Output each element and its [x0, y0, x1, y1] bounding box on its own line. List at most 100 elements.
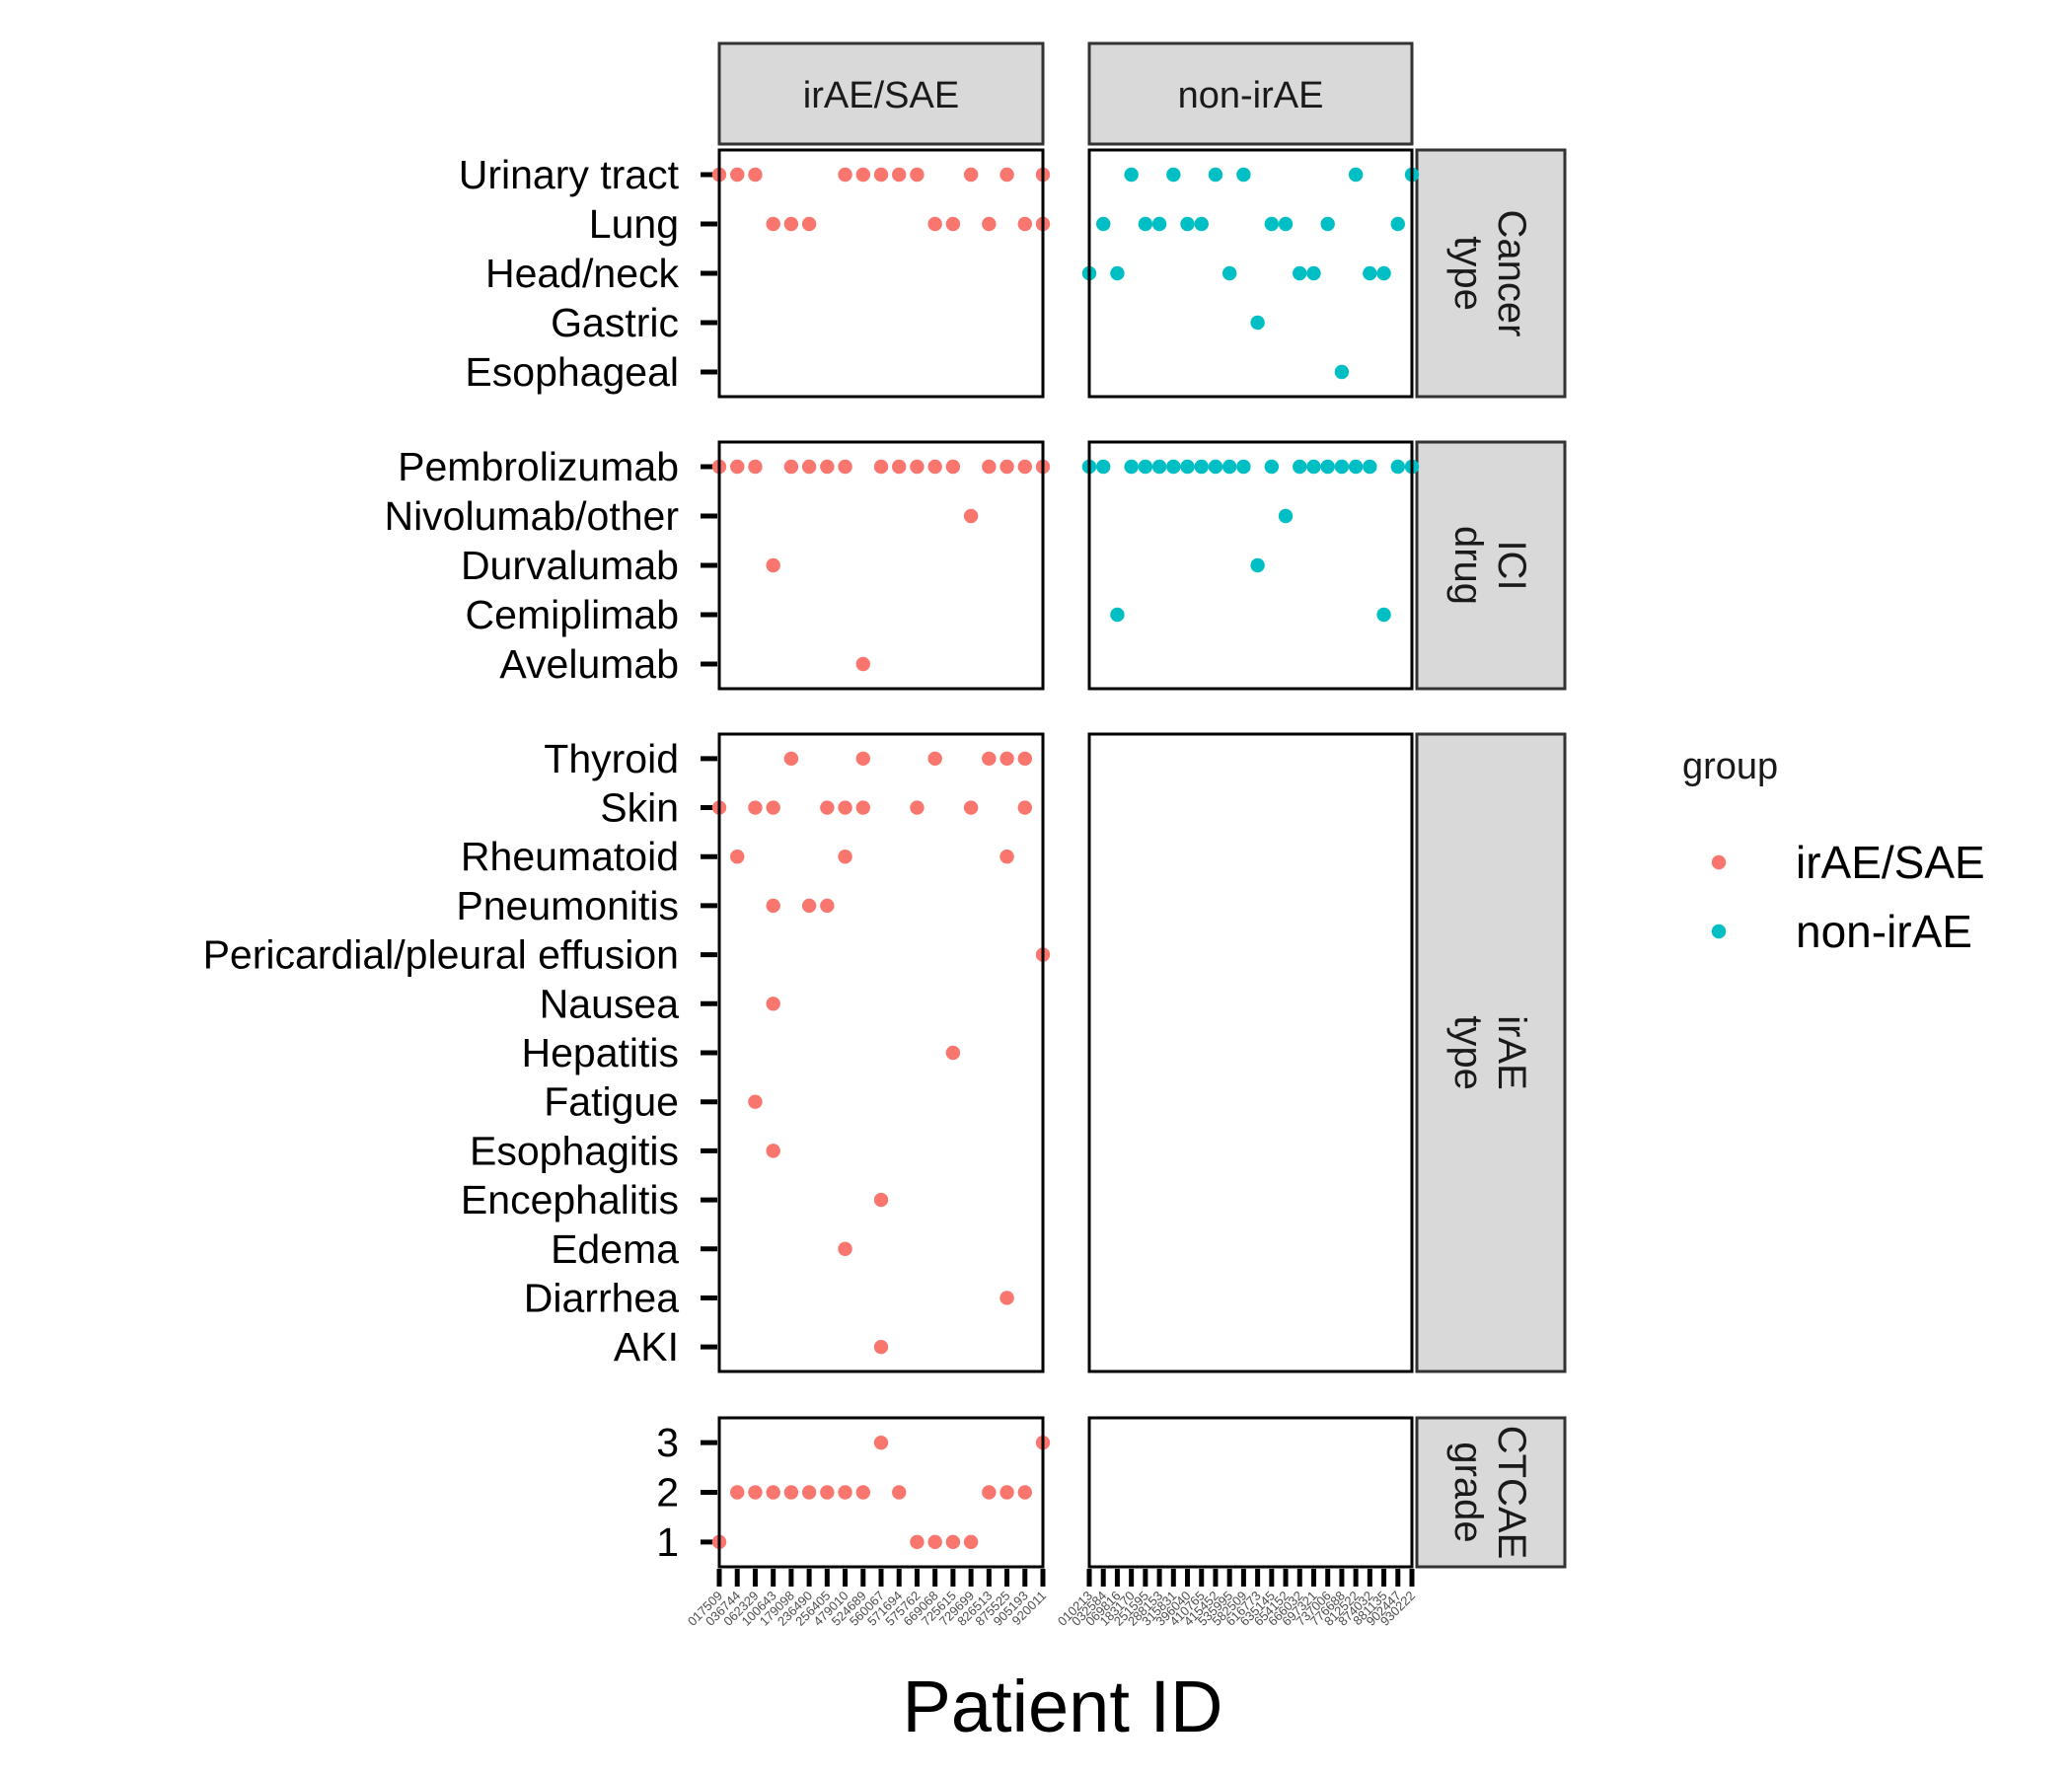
point-irae-sae-036744-pembrolizumab [730, 459, 745, 475]
point-non-irae-582509-pembrolizumab [1236, 459, 1251, 475]
point-non-irae-737006-lung [1320, 216, 1335, 232]
point-irae-sae-236490-2 [801, 1485, 817, 1500]
point-non-irae-032584-lung [1096, 216, 1111, 232]
point-non-irae-251595-pembrolizumab [1138, 459, 1153, 475]
y-tick-label: Esophagitis [470, 1128, 679, 1173]
point-non-irae-582509-urinary-tract [1236, 167, 1251, 183]
point-non-irae-616773-durvalumab [1250, 557, 1265, 573]
point-non-irae-183170-urinary-tract [1124, 167, 1139, 183]
point-irae-sae-669068-1 [927, 1534, 942, 1550]
point-irae-sae-236490-pembrolizumab [801, 459, 817, 475]
point-non-irae-874032-head-neck [1363, 265, 1377, 281]
panel-border [717, 732, 1045, 1373]
point-irae-sae-669068-lung [927, 216, 942, 232]
y-tick-label: Esophageal [465, 349, 679, 395]
point-non-irae-415452-urinary-tract [1208, 167, 1223, 183]
legend-label-non-irae: non-irAE [1796, 906, 1972, 957]
panel-border [1087, 440, 1414, 691]
point-irae-sae-256405-skin [820, 800, 835, 815]
point-irae-sae-036744-urinary-tract [730, 167, 745, 183]
point-irae-sae-560067-aki [873, 1339, 889, 1355]
row-strip-label: CTCAEgrade [1446, 1426, 1533, 1560]
point-non-irae-535995-head-neck [1221, 265, 1237, 281]
y-tick-label: Diarrhea [524, 1275, 679, 1320]
point-irae-sae-062329-urinary-tract [748, 167, 763, 183]
point-non-irae-666032-head-neck [1293, 265, 1307, 281]
y-tick-label: Avelumab [499, 641, 679, 687]
point-irae-sae-100643-lung [766, 216, 780, 232]
point-irae-sae-826513-pembrolizumab [982, 459, 997, 475]
point-non-irae-881135-cemiplimab [1376, 607, 1391, 623]
y-tick-label: Cemiplimab [466, 592, 679, 637]
y-tick-label: Thyroid [544, 736, 679, 781]
point-irae-sae-575762-urinary-tract [910, 167, 925, 183]
y-tick-label: Rheumatoid [461, 834, 679, 879]
point-irae-sae-575762-pembrolizumab [910, 459, 925, 475]
point-irae-sae-560067-pembrolizumab [873, 459, 889, 475]
point-non-irae-776688-esophageal [1334, 364, 1350, 380]
point-non-irae-396040-pembrolizumab [1180, 459, 1195, 475]
column-strip-irae-sae [717, 41, 1045, 146]
y-tick-label: Gastric [551, 300, 679, 345]
point-irae-sae-524689-urinary-tract [855, 167, 870, 183]
point-irae-sae-875525-pembrolizumab [999, 459, 1014, 475]
y-tick-label: Skin [600, 785, 679, 831]
panel-border [1087, 148, 1414, 399]
y-tick-label: Durvalumab [461, 543, 679, 588]
panel-border [1087, 1416, 1414, 1569]
point-irae-sae-826513-2 [982, 1485, 997, 1500]
point-irae-sae-826513-thyroid [982, 751, 997, 767]
point-non-irae-415452-pembrolizumab [1208, 459, 1223, 475]
point-non-irae-183170-pembrolizumab [1124, 459, 1139, 475]
column-strip-non-irae [1087, 41, 1414, 146]
row-strip-cancer-type [1415, 148, 1567, 399]
point-irae-sae-256405-2 [820, 1485, 835, 1500]
panels: irAE/SAE non-irAE Cancertype Urinary tractL… [203, 41, 1567, 1629]
panel-border [717, 440, 1045, 691]
point-irae-sae-875525-thyroid [999, 751, 1014, 767]
point-irae-sae-100643-esophagitis [766, 1144, 780, 1158]
point-irae-sae-575762-skin [910, 800, 925, 815]
row-strip-ctcae-grade [1415, 1416, 1567, 1569]
point-non-irae-251595-lung [1138, 216, 1153, 232]
point-irae-sae-179098-thyroid [783, 751, 799, 767]
point-irae-sae-062329-skin [748, 800, 763, 815]
y-tick-label: Pneumonitis [456, 883, 679, 928]
point-non-irae-288153-lung [1151, 216, 1167, 232]
point-irae-sae-479010-skin [838, 800, 852, 815]
legend-label-irae-sae: irAE/SAE [1796, 837, 1985, 888]
point-non-irae-616773-gastric [1250, 315, 1265, 331]
point-irae-sae-062329-2 [748, 1485, 763, 1500]
point-irae-sae-826513-lung [982, 216, 997, 232]
y-tick-label: AKI [614, 1324, 679, 1369]
y-tick-label: Edema [551, 1226, 679, 1272]
point-non-irae-410765-pembrolizumab [1194, 459, 1209, 475]
point-non-irae-737006-pembrolizumab [1320, 459, 1335, 475]
point-irae-sae-729699-nivolumab-other [963, 508, 979, 524]
row-strip-label: Cancertype [1446, 210, 1533, 337]
panel-irae-type-irae-sae [719, 734, 1043, 1371]
point-irae-sae-725615-hepatitis [945, 1045, 961, 1061]
point-irae-sae-100643-pneumonitis [766, 898, 780, 914]
point-irae-sae-100643-nausea [766, 997, 780, 1011]
point-irae-sae-062329-pembrolizumab [748, 459, 763, 475]
row-strip-irae-type [1415, 732, 1567, 1373]
point-irae-sae-100643-skin [766, 800, 780, 815]
row-strip-ici-drug [1415, 440, 1567, 691]
point-non-irae-635145-pembrolizumab [1264, 459, 1280, 475]
point-irae-sae-905193-thyroid [1017, 751, 1032, 767]
y-tick-label: Lung [589, 201, 679, 247]
point-irae-sae-524689-skin [855, 800, 870, 815]
point-irae-sae-100643-2 [766, 1485, 780, 1500]
point-irae-sae-571694-2 [892, 1485, 907, 1500]
y-tick-label: Nivolumab/other [384, 493, 679, 539]
point-irae-sae-479010-urinary-tract [838, 167, 852, 183]
point-irae-sae-479010-pembrolizumab [838, 459, 852, 475]
point-irae-sae-524689-2 [855, 1485, 870, 1500]
point-irae-sae-729699-urinary-tract [963, 167, 979, 183]
point-non-irae-776688-pembrolizumab [1334, 459, 1350, 475]
point-irae-sae-256405-pembrolizumab [820, 459, 835, 475]
point-non-irae-288153-pembrolizumab [1151, 459, 1167, 475]
y-tick-label: 2 [656, 1470, 679, 1516]
point-non-irae-635145-lung [1264, 216, 1280, 232]
